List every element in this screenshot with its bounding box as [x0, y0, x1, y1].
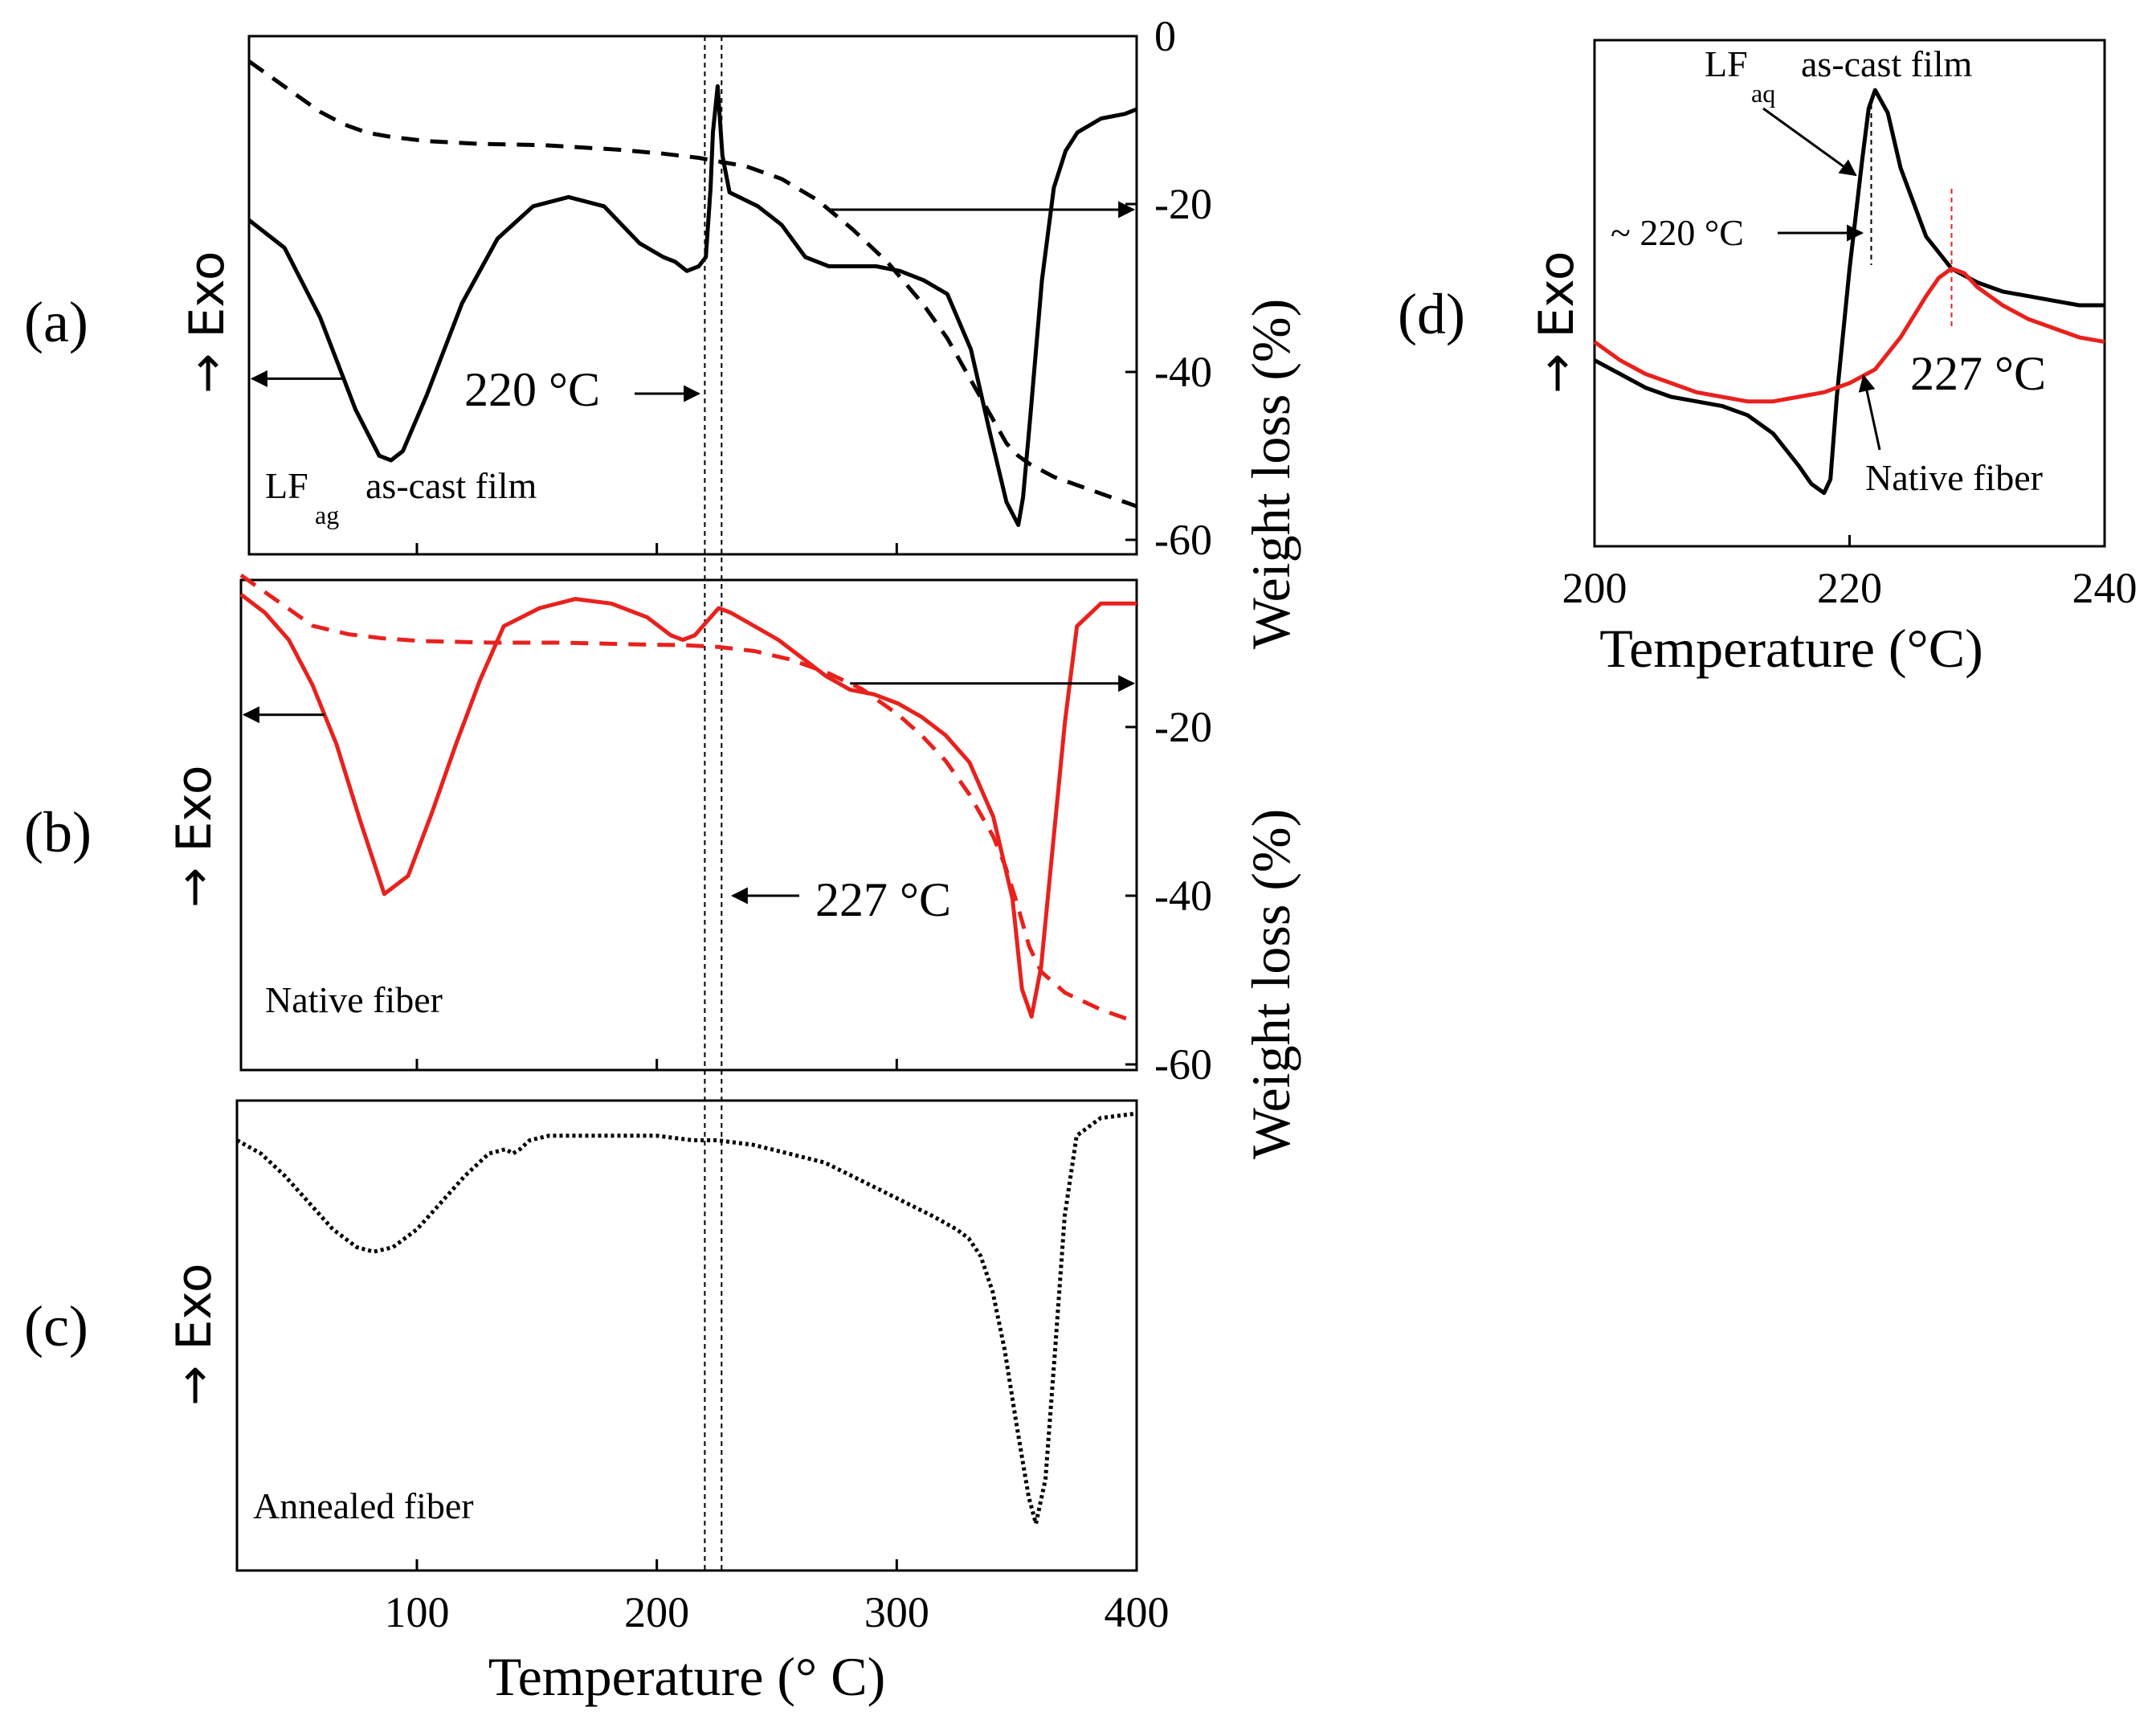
panel-label-a: (a) — [24, 290, 88, 354]
label-lf-d-rest: as-cast film — [1801, 43, 1973, 84]
guide-lines — [704, 36, 1953, 1571]
x-tick-label-c: 100 — [385, 1588, 450, 1636]
x-axis-title-c: Temperature (° C) — [488, 1646, 885, 1707]
annotation-220-a: 220 °C — [464, 363, 600, 416]
x-tick-label-c: 300 — [864, 1588, 929, 1636]
y2-tick-label-a: -20 — [1154, 180, 1212, 228]
y2-tick-label-b: -60 — [1154, 1040, 1212, 1089]
sample-label-b: Native fiber — [265, 979, 443, 1020]
y2-tick-label-a: -40 — [1154, 348, 1212, 396]
x-tick-label-c: 400 — [1105, 1588, 1170, 1636]
plot-frame-b — [239, 578, 1138, 1072]
plot-frame-a — [247, 35, 1138, 556]
y2-tick-label-b: -40 — [1154, 872, 1212, 920]
series-line-b-tga — [239, 573, 1137, 1024]
series-line-c-dsc — [235, 1111, 1137, 1526]
series-group-d — [1593, 88, 2105, 496]
exo-label-d: → Exo — [1529, 251, 1585, 394]
exo-label-c: → Exo — [166, 1263, 223, 1406]
x-axis-title-d: Temperature (°C) — [1599, 618, 1983, 679]
y2-tick-label-a: 0 — [1154, 12, 1176, 60]
panel-label-c: (c) — [24, 1294, 88, 1358]
sample-label-c: Annealed fiber — [253, 1485, 474, 1526]
x-tick-label-c: 200 — [624, 1588, 689, 1636]
annotation-227-d: 227 °C — [1910, 347, 2046, 400]
series-line-d-native-fiber — [1593, 266, 2105, 404]
annotation-227-b: 227 °C — [815, 873, 951, 926]
y2-tick-label-a: -60 — [1154, 516, 1212, 564]
sample-label-a-sub: ag — [315, 500, 339, 529]
x-ticks-c: 100 200 300 400 — [385, 543, 1170, 1636]
annotation-220-d: ~ 220 °C — [1611, 212, 1744, 253]
series-line-d-lf-as-cast-film — [1593, 88, 2105, 496]
arrow-group — [242, 201, 1136, 724]
panel-label-d: (d) — [1398, 282, 1465, 346]
arrow-native-d — [1858, 374, 1881, 451]
x-tick-label-d: 200 — [1562, 564, 1627, 612]
y2-tick-label-b: -20 — [1154, 703, 1212, 751]
plot-frame-c — [235, 1099, 1138, 1572]
series-group-c — [235, 1111, 1137, 1526]
series-line-b-dsc — [239, 593, 1137, 1019]
y2-ticks-a: 0 -20 -40 -60 — [1125, 12, 1212, 564]
y2-ticks-b: -20 -40 -60 — [1125, 703, 1212, 1089]
series-group-a — [247, 59, 1137, 527]
x-ticks-d: 200 220 240 — [1562, 535, 2138, 612]
exo-label-a: → Exo — [179, 251, 235, 394]
series-line-a-dsc — [247, 84, 1137, 527]
weight-loss-label-b: Weight loss (%) — [1240, 809, 1301, 1159]
exo-label-b: → Exo — [166, 765, 223, 908]
weight-loss-label-a: Weight loss (%) — [1240, 299, 1301, 649]
native-label-d: Native fiber — [1865, 457, 2043, 498]
x-tick-label-d: 240 — [2072, 564, 2138, 612]
arrow-lf-d — [1762, 107, 1857, 177]
label-lf-d-main: LF — [1705, 43, 1748, 84]
series-group-b — [239, 573, 1137, 1024]
sample-label-a-main: LF — [265, 465, 308, 506]
series-line-a-tga — [247, 59, 1137, 509]
panel-label-b: (b) — [24, 800, 92, 864]
label-lf-d-sub: aq — [1751, 79, 1775, 108]
sample-label-a-rest: as-cast film — [365, 465, 537, 506]
x-tick-label-d: 220 — [1817, 564, 1882, 612]
